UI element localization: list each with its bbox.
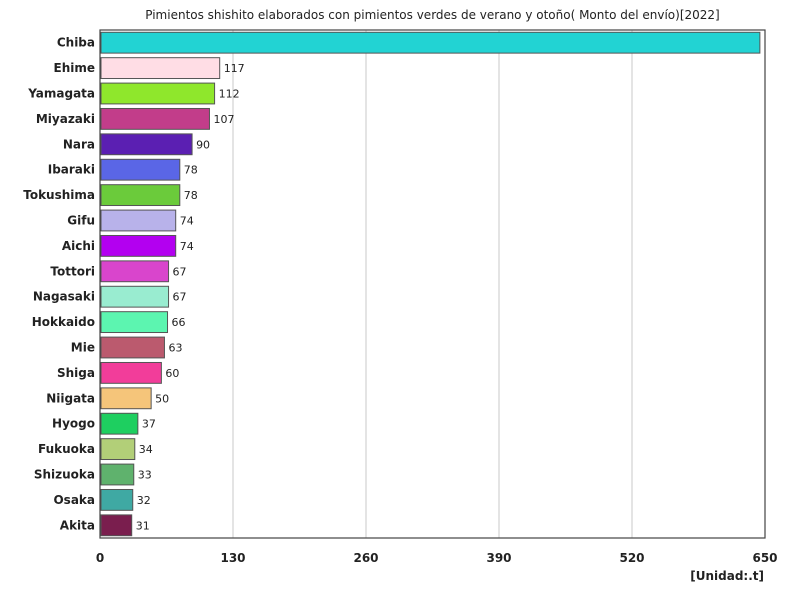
bar-nara (100, 133, 193, 156)
plot-frame (99, 29, 766, 539)
value-label: 112 (219, 88, 240, 101)
category-label: Shizuoka (34, 468, 95, 482)
bar-ibaraki (100, 158, 181, 181)
category-label: Akita (60, 518, 95, 532)
category-label: Niigata (46, 391, 95, 405)
unit-label: [Unidad:.t] (690, 569, 764, 583)
chart-title: Pimientos shishito elaborados con pimien… (145, 8, 720, 22)
value-label: 78 (184, 164, 198, 177)
plot-area (100, 30, 765, 538)
value-label: 50 (155, 392, 169, 405)
bar-nagasaki (100, 285, 170, 308)
bar-miyazaki (100, 107, 210, 130)
value-label: 67 (173, 291, 187, 304)
bar-hokkaido (100, 311, 169, 334)
grid-lines (232, 30, 633, 538)
category-label: Chiba (57, 36, 95, 50)
value-label: 34 (139, 443, 153, 456)
value-label: 90 (196, 138, 210, 151)
bar-shiga (100, 361, 162, 384)
bar-akita (100, 514, 133, 537)
value-label: 31 (136, 519, 150, 532)
category-label: Fukuoka (38, 442, 95, 456)
bar-mie (100, 336, 165, 359)
bar-yamagata (100, 82, 216, 105)
category-label: Gifu (67, 214, 95, 228)
bar-fukuoka (100, 438, 136, 461)
bar-aichi (100, 234, 177, 257)
category-label: Ibaraki (48, 163, 95, 177)
value-label: 67 (173, 265, 187, 278)
value-label: 66 (172, 316, 186, 329)
category-label: Nagasaki (33, 290, 95, 304)
value-label: 78 (184, 189, 198, 202)
bar-shizuoka (100, 463, 135, 486)
category-label: Miyazaki (36, 112, 95, 126)
labels: 0 130 260 390 520 650 Chiba Ehime 117 Yamagata 112… (23, 36, 777, 565)
value-label: 107 (213, 113, 234, 126)
bar-tottori (100, 260, 170, 283)
value-label: 117 (224, 62, 245, 75)
bar-hyogo (100, 412, 139, 435)
category-label: Nara (63, 137, 95, 151)
category-label: Hokkaido (32, 315, 95, 329)
value-label: 63 (168, 342, 182, 355)
x-tick-label: 260 (353, 551, 378, 565)
value-label: 74 (180, 215, 194, 228)
category-label: Aichi (62, 239, 95, 253)
value-label: 74 (180, 240, 194, 253)
bars (100, 31, 761, 537)
x-tick-label: 520 (619, 551, 644, 565)
value-label: 37 (142, 418, 156, 431)
x-tick-label: 390 (486, 551, 511, 565)
category-label: Osaka (53, 493, 95, 507)
category-label: Hyogo (52, 417, 95, 431)
x-tick-label: 130 (220, 551, 245, 565)
value-label: 33 (138, 469, 152, 482)
category-label: Mie (71, 341, 95, 355)
x-tick-label: 0 (96, 551, 104, 565)
bar-ehime (100, 57, 221, 80)
category-label: Tottori (50, 264, 95, 278)
category-label: Ehime (54, 61, 96, 75)
bar-chiba (100, 31, 761, 54)
category-label: Shiga (57, 366, 95, 380)
category-label: Tokushima (23, 188, 95, 202)
bar-niigata (100, 387, 152, 410)
bar-osaka (100, 488, 134, 511)
bar-tokushima (100, 184, 181, 207)
category-label: Yamagata (27, 87, 95, 101)
bar-gifu (100, 209, 177, 232)
value-label: 60 (165, 367, 179, 380)
x-tick-label: 650 (752, 551, 777, 565)
value-label: 32 (137, 494, 151, 507)
